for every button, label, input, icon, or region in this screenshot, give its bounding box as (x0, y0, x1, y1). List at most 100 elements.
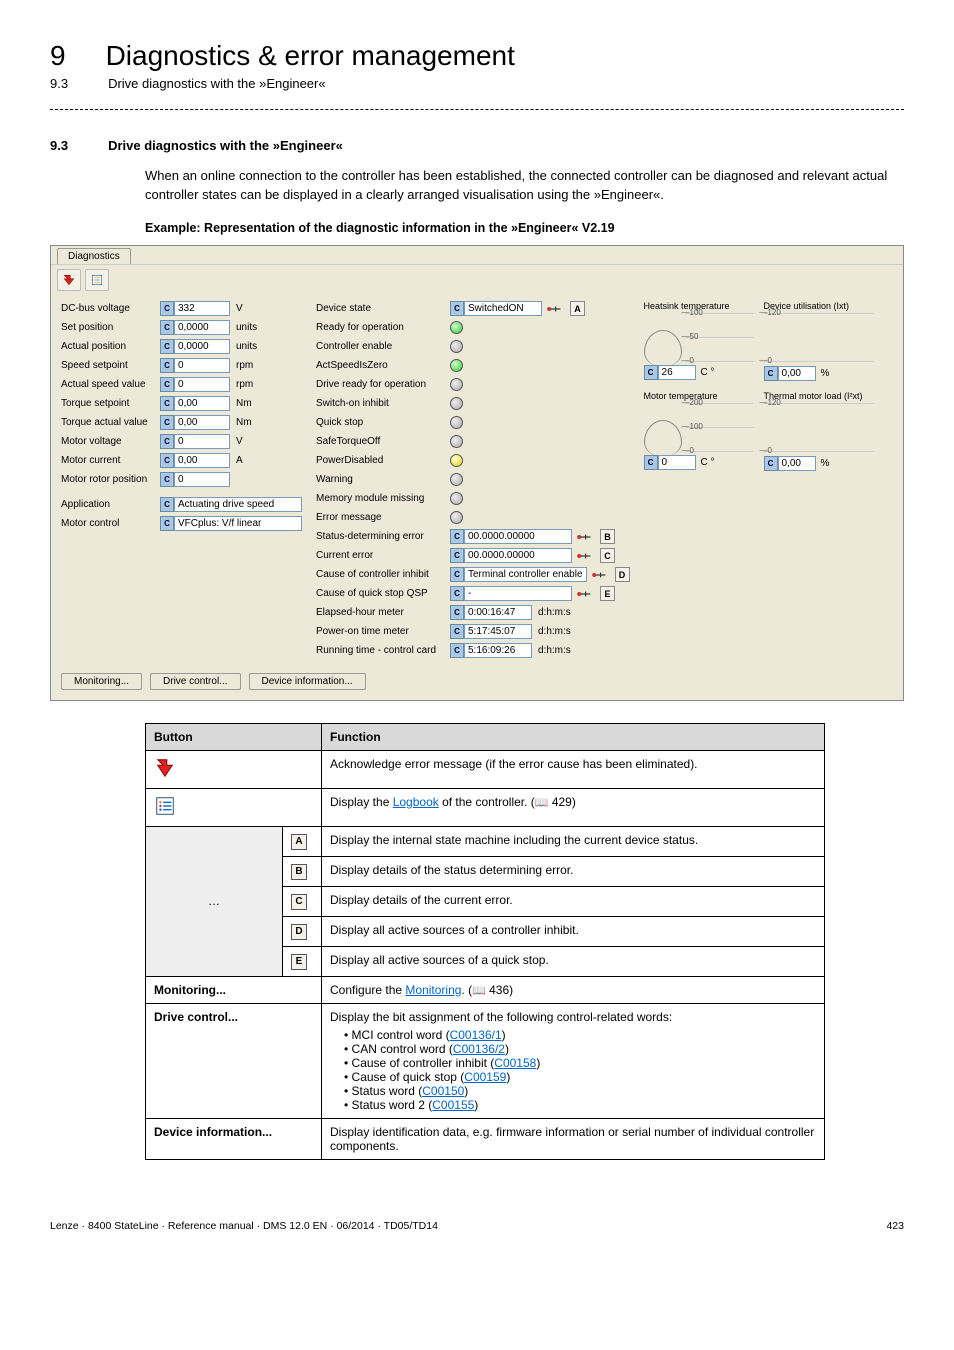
tag-C[interactable]: C (600, 548, 615, 563)
param-unit: A (236, 455, 264, 466)
status-led (450, 416, 463, 429)
gauge-dial (644, 420, 682, 457)
ack-error-icon (154, 757, 176, 782)
error-label: Cause of quick stop QSP (316, 588, 446, 599)
status-led (450, 435, 463, 448)
time-label: Elapsed-hour meter (316, 607, 446, 618)
code-item: MCI control word (C00136/1) (344, 1028, 816, 1042)
param-label: Actual speed value (61, 379, 156, 390)
gauge-dial (644, 330, 682, 367)
param-unit: Nm (236, 398, 264, 409)
code-link[interactable]: C00158 (494, 1056, 536, 1070)
book-icon: 📖 (535, 797, 549, 809)
code-link[interactable]: C00136/2 (453, 1042, 505, 1056)
letter-C: C (291, 894, 307, 910)
letter-desc: Display all active sources of a quick st… (322, 946, 825, 976)
status-label: SafeTorqueOff (316, 436, 446, 447)
drive-control-desc: Display the bit assignment of the follow… (322, 1003, 825, 1118)
status-led (450, 511, 463, 524)
application-label: Application (61, 499, 156, 510)
code-item: Status word (C00150) (344, 1084, 816, 1098)
chapter-title: Diagnostics & error management (106, 40, 515, 72)
status-led (450, 340, 463, 353)
logbook-desc: Display the Logbook of the controller. (… (322, 788, 825, 826)
logbook-link[interactable]: Logbook (393, 795, 439, 809)
param-label: Motor voltage (61, 436, 156, 447)
chapter-number: 9 (50, 40, 66, 72)
param-unit: Nm (236, 417, 264, 428)
letter-D: D (291, 924, 307, 940)
code-link[interactable]: C00136/1 (450, 1028, 502, 1042)
param-label: Actual position (61, 341, 156, 352)
monitoring-label: Monitoring... (146, 976, 322, 1003)
letter-desc: Display details of the current error. (322, 886, 825, 916)
status-led (450, 397, 463, 410)
code-item: Cause of quick stop (C00159) (344, 1070, 816, 1084)
param-label: Set position (61, 322, 156, 333)
param-unit: rpm (236, 360, 264, 371)
sub-number: 9.3 (50, 76, 68, 91)
status-led (450, 492, 463, 505)
code-link[interactable]: C00155 (432, 1098, 474, 1112)
drive-control-button[interactable]: Drive control... (150, 673, 240, 690)
ack-error-icon[interactable] (57, 269, 81, 291)
letter-E: E (291, 954, 307, 970)
section-number: 9.3 (50, 138, 68, 153)
code-item: Status word 2 (C00155) (344, 1098, 816, 1112)
status-label: Drive ready for operation (316, 379, 446, 390)
letter-A: A (291, 834, 307, 850)
gauge-unit: % (821, 458, 849, 469)
status-led (450, 454, 463, 467)
tag-A[interactable]: A (570, 301, 585, 316)
param-unit: units (236, 341, 264, 352)
device-info-label: Device information... (146, 1118, 322, 1159)
dots-button[interactable]: … (146, 826, 283, 976)
status-label: Controller enable (316, 341, 446, 352)
tag-D[interactable]: D (615, 567, 630, 582)
status-label: ActSpeedIsZero (316, 360, 446, 371)
footer-page: 423 (886, 1220, 904, 1232)
function-table: Button Function Acknowledge error messag… (145, 723, 825, 1160)
example-title: Example: Representation of the diagnosti… (145, 221, 904, 235)
ack-error-desc: Acknowledge error message (if the error … (322, 750, 825, 788)
monitoring-link[interactable]: Monitoring (405, 983, 461, 997)
code-link[interactable]: C00159 (464, 1070, 506, 1084)
device-info-button[interactable]: Device information... (249, 673, 366, 690)
error-label: Status-determining error (316, 531, 446, 542)
status-label: Ready for operation (316, 322, 446, 333)
logbook-icon[interactable] (85, 269, 109, 291)
gauge-unit: C ° (701, 367, 729, 378)
diagnostics-panel: Diagnostics DC-bus voltageC332VSet posit… (50, 245, 904, 701)
status-label: Error message (316, 512, 446, 523)
status-label: Switch-on inhibit (316, 398, 446, 409)
tag-E[interactable]: E (600, 586, 615, 601)
param-label: Motor rotor position (61, 474, 156, 485)
intro-text: When an online connection to the control… (145, 167, 904, 205)
status-led (450, 473, 463, 486)
status-led (450, 359, 463, 372)
section-title: Drive diagnostics with the »Engineer« (108, 138, 343, 153)
param-unit: V (236, 436, 264, 447)
error-label: Current error (316, 550, 446, 561)
motor-control-label: Motor control (61, 518, 156, 529)
code-item: CAN control word (C00136/2) (344, 1042, 816, 1056)
param-label: Torque actual value (61, 417, 156, 428)
monitoring-button[interactable]: Monitoring... (61, 673, 142, 690)
tab-diagnostics[interactable]: Diagnostics (57, 248, 131, 264)
status-led (450, 378, 463, 391)
footer-left: Lenze · 8400 StateLine · Reference manua… (50, 1220, 438, 1232)
gauges-column: Heatsink temperature —100—50—0 C26C ° De… (644, 301, 874, 659)
letter-desc: Display the internal state machine inclu… (322, 826, 825, 856)
status-label: Memory module missing (316, 493, 446, 504)
code-link[interactable]: C00150 (422, 1084, 464, 1098)
divider (50, 109, 904, 110)
left-column: DC-bus voltageC332VSet positionC0,0000un… (61, 301, 302, 659)
status-column: Device stateCSwitchedONAReady for operat… (316, 301, 630, 659)
tag-B[interactable]: B (600, 529, 615, 544)
param-unit: units (236, 322, 264, 333)
param-label: Motor current (61, 455, 156, 466)
gauge-unit: % (821, 368, 849, 379)
time-unit: d:h:m:s (538, 607, 566, 618)
status-label: Warning (316, 474, 446, 485)
sub-title: Drive diagnostics with the »Engineer« (108, 76, 326, 91)
